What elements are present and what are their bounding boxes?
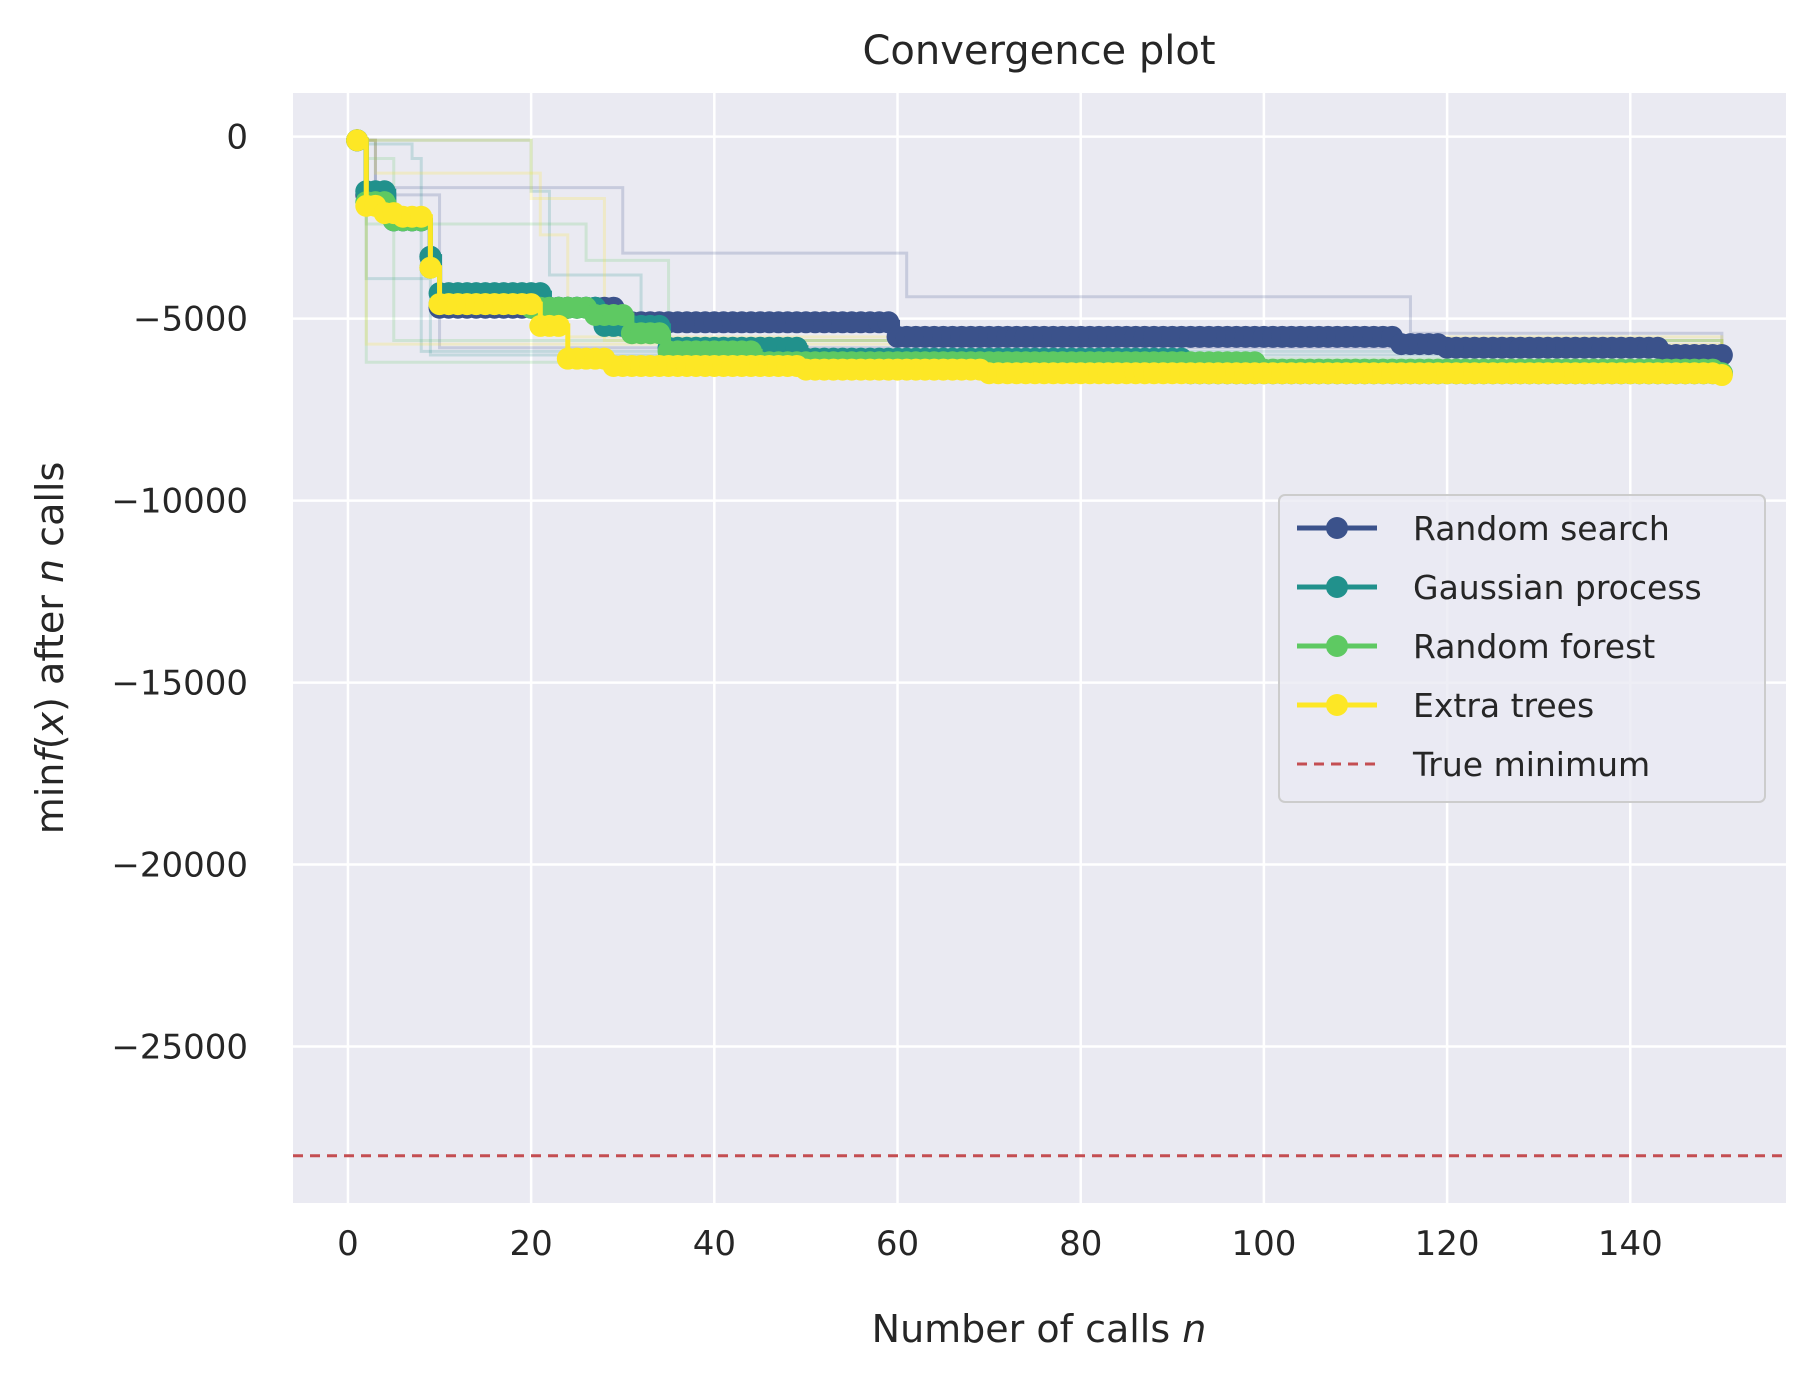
y-tick-labels: 0 −5000 −10000 −15000 −20000 −25000	[111, 118, 248, 1068]
x-tick-label: 40	[693, 1224, 736, 1264]
legend-marker-gaussian-process	[1326, 576, 1348, 598]
data-point	[419, 256, 442, 279]
series-lines	[346, 129, 1733, 387]
y-axis-label: minf(x) after n calls	[28, 462, 72, 835]
x-tick-label: 60	[876, 1224, 919, 1264]
data-point	[547, 314, 570, 337]
data-point	[648, 322, 671, 345]
legend-label-gaussian-process: Gaussian process	[1413, 568, 1702, 607]
x-tick-label: 20	[510, 1224, 553, 1264]
x-axis-label: Number of calls n	[872, 1307, 1207, 1351]
y-tick-label: −5000	[133, 300, 248, 340]
legend: Random search Gaussian process Random fo…	[1278, 494, 1766, 803]
data-point	[1710, 364, 1733, 387]
x-tick-label: 80	[1059, 1224, 1102, 1264]
legend-marker-random-forest	[1326, 635, 1348, 657]
x-tick-label: 100	[1231, 1224, 1296, 1264]
data-point	[346, 129, 369, 152]
legend-label-true-minimum: True minimum	[1412, 745, 1650, 784]
legend-label-extra-trees: Extra trees	[1413, 686, 1594, 725]
legend-box	[1278, 494, 1766, 803]
series-extra-trees	[346, 129, 1733, 387]
faint-run-line	[357, 138, 1724, 345]
data-point	[520, 293, 543, 316]
x-tick-label: 120	[1415, 1224, 1480, 1264]
legend-label-random-search: Random search	[1413, 509, 1670, 548]
legend-label-random-forest: Random forest	[1413, 627, 1655, 666]
x-tick-label: 140	[1598, 1224, 1663, 1264]
data-point	[611, 304, 634, 326]
y-tick-label: −15000	[111, 664, 248, 704]
y-tick-label: −25000	[111, 1028, 248, 1068]
legend-item-true-minimum: True minimum	[1297, 745, 1650, 784]
data-point	[410, 205, 433, 228]
legend-marker-extra-trees	[1326, 694, 1348, 716]
y-tick-label: −10000	[111, 482, 248, 522]
x-tick-label: 0	[337, 1224, 359, 1264]
legend-marker-random-search	[1326, 517, 1348, 539]
legend-item-gaussian-process: Gaussian process	[1297, 568, 1702, 607]
chart-title: Convergence plot	[862, 28, 1215, 74]
legend-item-random-forest: Random forest	[1297, 627, 1655, 666]
y-tick-label: −20000	[111, 846, 248, 886]
legend-item-random-search: Random search	[1297, 509, 1670, 548]
y-tick-label: 0	[226, 118, 248, 158]
x-tick-labels: 0 20 40 60 80 100 120 140	[337, 1224, 1663, 1264]
legend-item-extra-trees: Extra trees	[1297, 686, 1594, 725]
